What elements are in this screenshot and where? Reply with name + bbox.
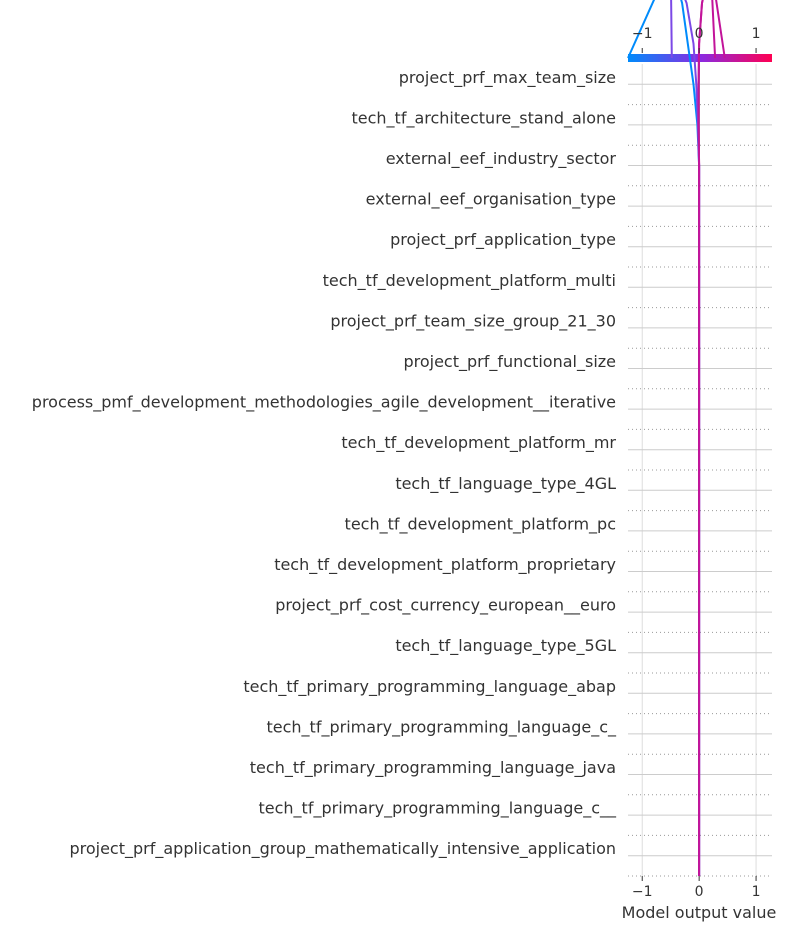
x-tick-label-top: 1: [752, 26, 761, 42]
feature-label: process_pmf_development_methodologies_ag…: [32, 393, 616, 413]
x-tick-label-top: 0: [695, 26, 704, 42]
feature-label: tech_tf_language_type_4GL: [395, 474, 616, 494]
feature-label: tech_tf_language_type_5GL: [395, 636, 616, 656]
feature-label: tech_tf_architecture_stand_alone: [351, 108, 616, 128]
feature-label: project_prf_functional_size: [403, 352, 616, 372]
feature-label: tech_tf_development_platform_mr: [341, 433, 616, 453]
feature-label: tech_tf_development_platform_proprietary: [274, 555, 616, 575]
decision-line: [627, 0, 701, 876]
x-tick-label-bottom: 1: [752, 884, 761, 900]
decision-line: [697, 0, 726, 876]
feature-label: tech_tf_primary_programming_language_c__: [259, 799, 617, 819]
feature-label: project_prf_max_team_size: [399, 68, 616, 88]
x-tick-label-bottom: 0: [695, 884, 704, 900]
feature-label: tech_tf_primary_programming_language_aba…: [243, 677, 616, 697]
feature-label: project_prf_application_type: [390, 230, 616, 250]
feature-label: tech_tf_primary_programming_language_jav…: [250, 758, 616, 778]
decision-line: [697, 0, 717, 876]
feature-label: tech_tf_development_platform_pc: [345, 514, 616, 534]
x-axis-ticks: −1 −1 0 0 1 1: [632, 26, 761, 900]
decision-lines: [627, 0, 726, 876]
feature-label: external_eef_industry_sector: [386, 149, 617, 169]
feature-labels: project_prf_max_team_size tech_tf_archite…: [32, 68, 617, 859]
feature-label: project_prf_application_group_mathematic…: [69, 839, 616, 859]
feature-label: external_eef_organisation_type: [366, 190, 616, 210]
x-tick-label-bottom: −1: [632, 884, 653, 900]
feature-label: project_prf_team_size_group_21_30: [330, 311, 616, 331]
decision-line: [670, 0, 701, 876]
feature-label: project_prf_cost_currency_european__euro: [275, 596, 616, 616]
feature-label: tech_tf_primary_programming_language_c_: [267, 717, 617, 737]
feature-label: tech_tf_development_platform_multi: [323, 271, 616, 291]
x-tick-label-top: −1: [632, 26, 653, 42]
x-axis-title: Model output value: [622, 903, 777, 922]
